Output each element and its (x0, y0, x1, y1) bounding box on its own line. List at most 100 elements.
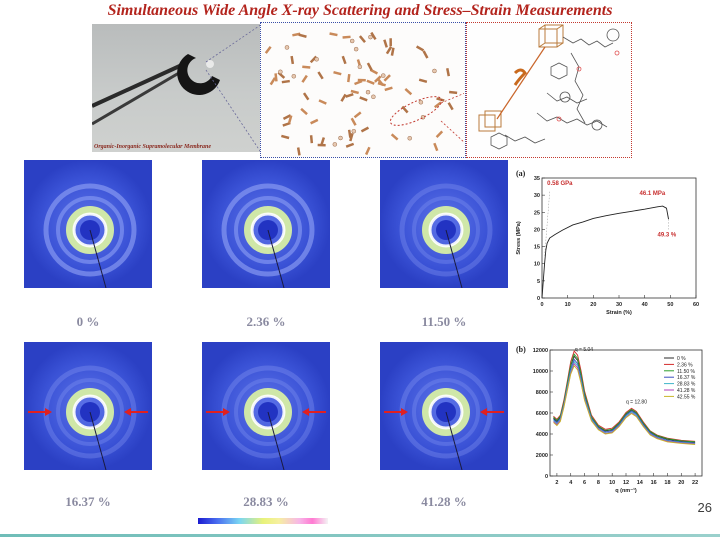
y-tick-label: 2000 (536, 453, 548, 459)
legend-entry: 28.83 % (677, 382, 696, 388)
x-tick-label: 0 (540, 302, 543, 308)
y-tick-label: 0 (537, 296, 540, 302)
strain-label: 11.50 % (421, 314, 467, 329)
inner-ring (244, 206, 292, 254)
legend-entry: 42.55 % (677, 394, 696, 400)
beam-stop-arm (267, 411, 285, 470)
stress-strain-plot: 0 10 20 30 40 50 60 0 5 10 15 20 25 30 35 (a) Strain (%)… (516, 169, 699, 316)
beam-stop-arm (445, 411, 463, 470)
legend-entry: 2.36 % (677, 362, 693, 368)
x-axis-label: q (nm⁻¹) (615, 487, 637, 494)
waxs-pattern (380, 160, 508, 288)
beam-stop-arm (267, 229, 285, 288)
outer-ring (221, 183, 315, 277)
y-tick-label: 8000 (536, 390, 548, 396)
waxs-pattern (202, 160, 330, 288)
y-tick-label: 10000 (533, 369, 548, 375)
footer-rule (0, 534, 720, 537)
y-tick-label: 35 (534, 176, 540, 182)
x-tick-label: 18 (664, 480, 670, 486)
page-number: 26 (697, 500, 712, 515)
x-axis-label: Strain (%) (606, 310, 632, 316)
beam-stop-arm (89, 411, 107, 470)
left-arrow-head (401, 408, 408, 416)
series-line (553, 355, 696, 443)
waxs-intensity-chart: 2 4 6 8 10 12 14 16 18 20 22 0 2000 4000 6000 8000 10000… (512, 340, 710, 504)
panel-label: (a) (516, 169, 526, 178)
y-tick-label: 12000 (533, 348, 548, 354)
x-tick-label: 50 (667, 302, 673, 308)
series-line (553, 360, 696, 444)
right-arrow-head (302, 408, 309, 416)
y-tick-label: 25 (534, 210, 540, 216)
strain-label: 28.83 % (243, 494, 289, 509)
intensity-colorbar (198, 518, 328, 524)
y-tick-label: 4000 (536, 432, 548, 438)
strain-label: 0 % (76, 314, 100, 329)
x-tick-label: 14 (637, 480, 644, 486)
series-line (553, 364, 696, 445)
right-arrow-head (124, 408, 131, 416)
elongation-annotation: 49.3 % (658, 232, 677, 238)
x-tick-label: 4 (569, 480, 573, 486)
x-tick-label: 10 (565, 302, 571, 308)
y-tick-label: 30 (534, 193, 540, 199)
y-tick-label: 10 (534, 262, 540, 268)
middle-ring (234, 378, 302, 446)
middle-ring (412, 196, 480, 264)
strain-label: 2.36 % (246, 314, 286, 329)
y-tick-label: 15 (534, 245, 540, 251)
series-line (553, 362, 696, 445)
zoom-guide-lines (205, 23, 263, 155)
y-tick-label: 20 (534, 227, 540, 233)
inner-ring (66, 206, 114, 254)
left-arrow-head (45, 408, 52, 416)
molecular-packing-schematic (260, 22, 466, 158)
packing-illustration (264, 31, 466, 156)
slide-title: Simultaneous Wide Angle X-ray Scattering… (107, 2, 613, 19)
strain-label: 41.28 % (421, 494, 467, 509)
x-tick-label: 2 (555, 480, 558, 486)
y-tick-label: 0 (545, 474, 548, 480)
peak-annotation: q = 5.04 (575, 347, 593, 353)
membrane-photo: Organic-Inorganic Supramolecular Membran… (91, 24, 260, 152)
series-line (541, 205, 669, 299)
legend-entry: 41.28 % (677, 388, 696, 394)
x-tick-label: 60 (693, 302, 699, 308)
legend-entry: 16.37 % (677, 375, 696, 381)
x-tick-label: 20 (678, 480, 684, 486)
x-tick-label: 40 (642, 302, 648, 308)
x-tick-label: 8 (597, 480, 600, 486)
middle-ring (56, 378, 124, 446)
outer-ring (399, 183, 493, 277)
waxs-pattern (202, 342, 330, 470)
x-tick-label: 16 (651, 480, 657, 486)
inner-ring (422, 206, 470, 254)
beam-stop-arm (445, 229, 463, 288)
legend-entry: 0 % (677, 356, 686, 362)
inner-ring (66, 388, 114, 436)
waxs-pattern (380, 342, 508, 470)
strain-label: 16.37 % (65, 494, 111, 509)
waxs-pattern (24, 160, 152, 288)
modulus-guide (544, 191, 550, 257)
molecular-structure-schematic (466, 22, 632, 158)
x-tick-label: 30 (616, 302, 622, 308)
photo-caption: Organic-Inorganic Supramolecular Membran… (94, 144, 212, 150)
peak-annotation: q = 12.80 (626, 400, 647, 406)
outer-ring (43, 183, 137, 277)
y-tick-label: 5 (537, 279, 540, 285)
tweezers-icon (91, 54, 220, 126)
beam-stop-arm (89, 229, 107, 288)
middle-ring (412, 378, 480, 446)
series-line (553, 353, 696, 443)
inner-ring (244, 388, 292, 436)
x-tick-label: 22 (692, 480, 698, 486)
intensity-profile-plot: 2 4 6 8 10 12 14 16 18 20 22 0 2000 4000 6000 8000 10000… (516, 345, 703, 494)
y-tick-label: 6000 (536, 411, 548, 417)
series-line (553, 358, 696, 444)
legend-entry: 11.50 % (677, 369, 696, 375)
right-arrow-head (480, 408, 487, 416)
stress-strain-chart: 0 10 20 30 40 50 60 0 5 10 15 20 25 30 35 (a) Strain (%)… (512, 164, 710, 324)
inner-ring (422, 388, 470, 436)
